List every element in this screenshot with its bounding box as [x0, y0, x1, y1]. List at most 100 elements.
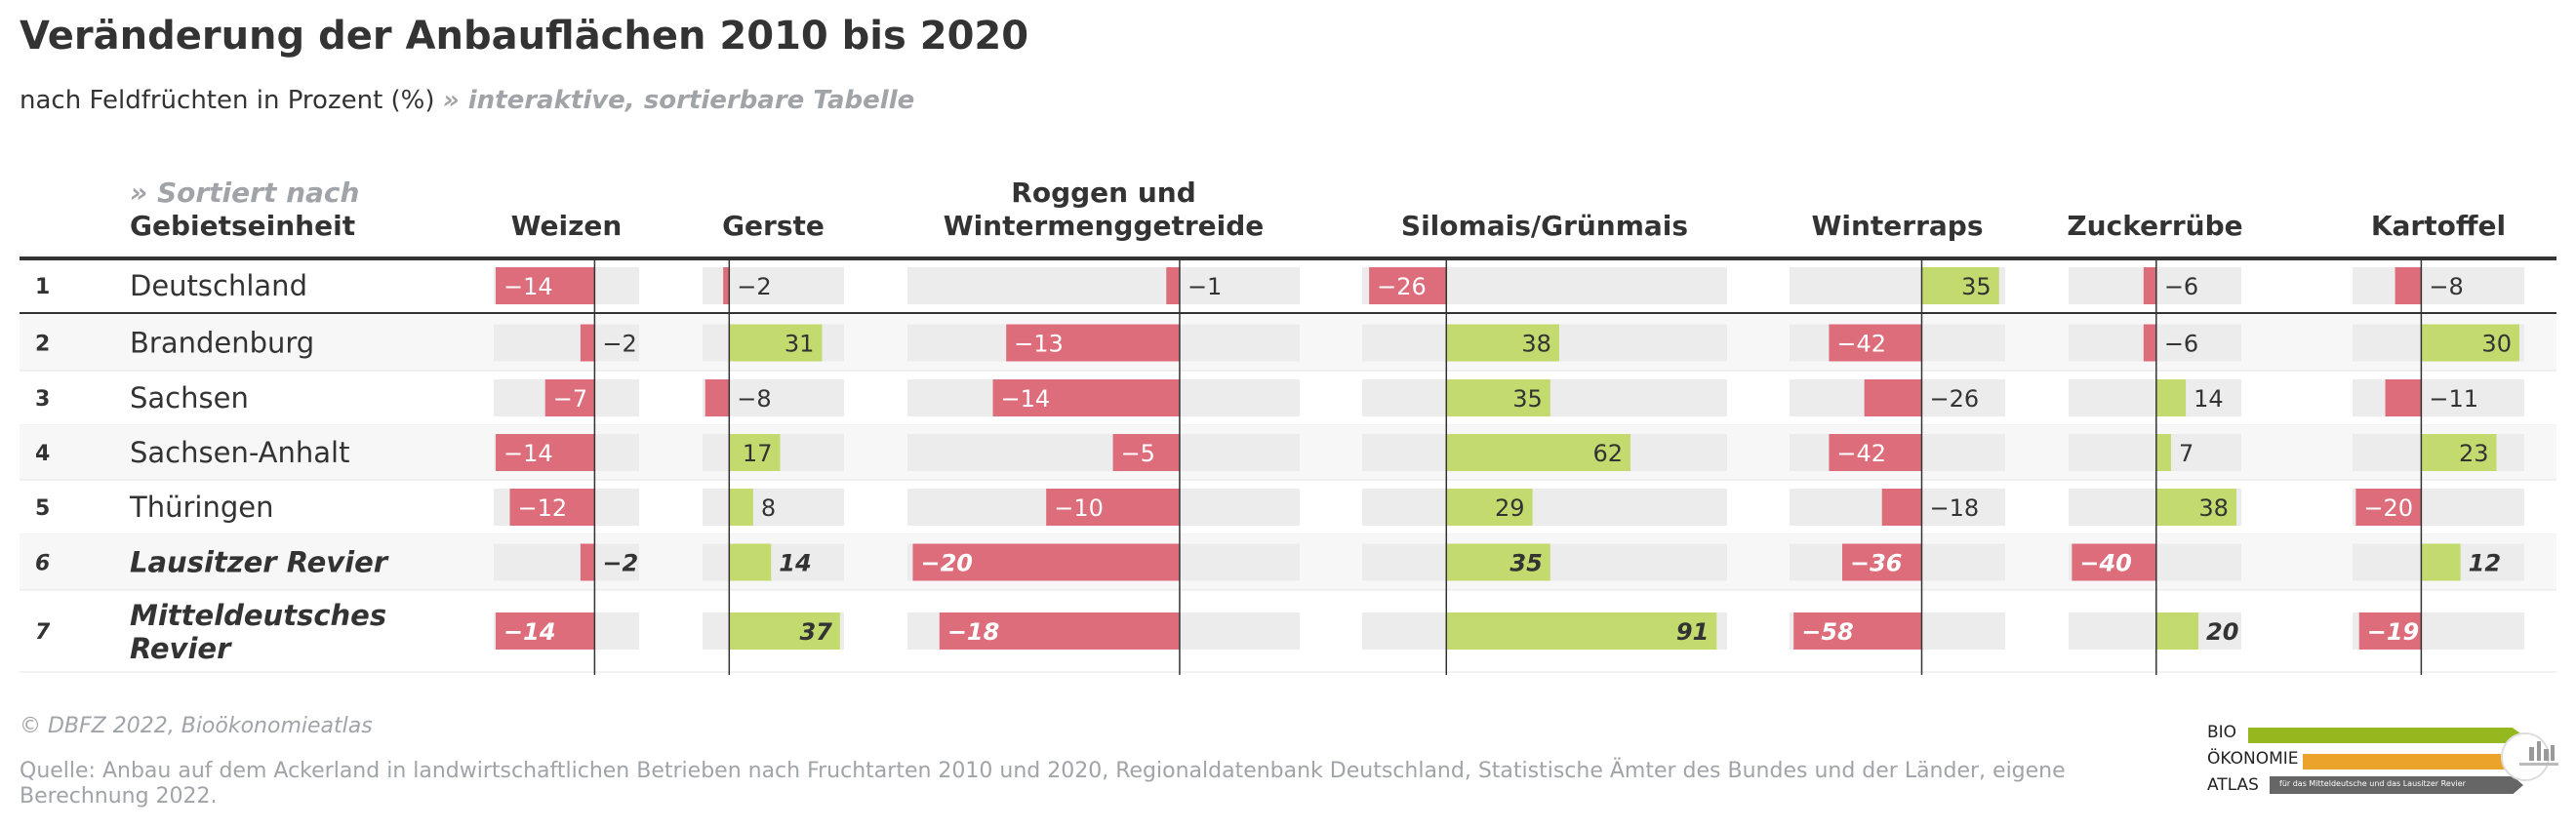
bar-track — [2069, 379, 2241, 416]
data-label: 8 — [761, 494, 776, 522]
row-rank: 4 — [35, 442, 50, 466]
data-label: 31 — [785, 331, 815, 358]
row-region-name: Mitteldeutsches Revier — [130, 599, 386, 665]
data-label: −18 — [1929, 494, 1979, 522]
data-label: 12 — [2469, 550, 2501, 577]
data-label: 38 — [2198, 494, 2229, 522]
data-label: −14 — [503, 618, 556, 646]
data-label: 29 — [1495, 494, 1525, 522]
data-label: −19 — [2367, 618, 2420, 646]
data-label: −11 — [2429, 385, 2478, 413]
data-label: −42 — [1836, 440, 1886, 467]
data-bar — [2421, 324, 2519, 362]
data-bar — [580, 324, 595, 362]
data-label: 30 — [2481, 331, 2512, 358]
data-bar — [1446, 434, 1631, 471]
row-rank: 7 — [35, 620, 51, 645]
row-region-name: Sachsen — [130, 381, 249, 414]
data-bar — [2143, 267, 2156, 304]
data-bar — [1881, 489, 1922, 526]
data-label: 35 — [1512, 385, 1543, 413]
data-bar — [2355, 489, 2422, 526]
row-region-name: Thüringen — [129, 491, 273, 524]
data-label: −40 — [2079, 550, 2132, 577]
data-bar — [2155, 434, 2171, 471]
data-bar — [2421, 434, 2497, 471]
column-header: Zuckerrübe — [2067, 210, 2242, 242]
region-column-header: Gebietseinheit — [130, 210, 355, 242]
data-bar — [496, 434, 595, 471]
logo-landscape-icon — [2501, 732, 2558, 781]
source-note: Quelle: Anbau auf dem Ackerland in landw… — [20, 759, 2066, 809]
logo-tagline: für das Mitteldeutsche und das Lausitzer… — [2279, 779, 2466, 788]
data-bar — [1446, 489, 1533, 526]
subtitle: nach Feldfrüchten in Prozent (%) » inter… — [20, 86, 914, 115]
data-bar — [2421, 543, 2461, 581]
bar-track — [1362, 489, 1727, 526]
data-bar — [912, 543, 1180, 581]
bar-track — [2069, 612, 2241, 650]
data-label: 14 — [2194, 385, 2224, 413]
bar-track — [907, 267, 1300, 304]
row-region-name: Lausitzer Revier — [130, 546, 389, 579]
data-bar — [1006, 324, 1180, 362]
data-bar — [2143, 324, 2156, 362]
data-bar — [2072, 543, 2156, 581]
data-label: −14 — [1001, 385, 1051, 413]
data-bar — [544, 379, 595, 416]
data-label: 38 — [1521, 331, 1551, 358]
data-label: 35 — [1961, 273, 1992, 300]
header-rule — [20, 257, 2556, 260]
logo-orange-bar — [2303, 754, 2523, 770]
data-bar — [1921, 267, 1999, 304]
bioeconomy-atlas-logo: BIO ÖKONOMIE ATLAS für das Mitteldeutsch… — [2207, 724, 2568, 817]
data-bar — [2155, 379, 2187, 416]
row-region-name: Brandenburg — [130, 327, 314, 360]
bar-track — [703, 543, 844, 581]
data-label: 23 — [2459, 440, 2489, 467]
data-bar — [729, 324, 823, 362]
data-label: −58 — [1801, 618, 1854, 646]
data-label: −2 — [602, 550, 638, 577]
data-label: −26 — [1929, 385, 1979, 413]
data-label: 62 — [1592, 440, 1623, 467]
row-rank: 1 — [35, 275, 50, 299]
data-label: −7 — [553, 385, 587, 413]
data-label: −5 — [1121, 440, 1155, 467]
logo-green-bar — [2248, 728, 2523, 743]
bar-track — [907, 434, 1300, 471]
data-bar — [509, 489, 595, 526]
data-label: −26 — [1377, 273, 1427, 300]
bar-track — [703, 489, 844, 526]
data-bar — [1829, 324, 1922, 362]
data-label: −14 — [503, 440, 553, 467]
column-header: Weizen — [511, 210, 623, 242]
data-bar — [1841, 543, 1922, 581]
data-label: −2 — [602, 331, 636, 358]
data-bar — [1369, 267, 1447, 304]
row-rank: 2 — [35, 333, 50, 357]
data-label: −42 — [1836, 331, 1886, 358]
data-bar — [496, 267, 595, 304]
column-header: Silomais/Grünmais — [1401, 210, 1688, 242]
data-bar — [939, 612, 1180, 650]
data-label: −13 — [1014, 331, 1064, 358]
data-bar — [1793, 612, 1922, 650]
bar-track — [494, 324, 639, 362]
data-label: −8 — [2429, 273, 2463, 300]
data-bar — [1446, 612, 1717, 650]
logo-gray-bar: für das Mitteldeutsche und das Lausitzer… — [2270, 776, 2523, 794]
data-bar — [2385, 379, 2422, 416]
interactive-table-link[interactable]: » interaktive, sortierbare Tabelle — [442, 86, 915, 115]
data-label: 35 — [1509, 550, 1542, 577]
subtitle-text: nach Feldfrüchten in Prozent (%) — [20, 86, 435, 115]
data-bar — [2155, 612, 2199, 650]
data-bar — [1446, 543, 1550, 581]
data-label: 37 — [799, 618, 832, 646]
data-label: −2 — [737, 273, 771, 300]
bar-track — [2353, 379, 2524, 416]
data-bar — [723, 267, 730, 304]
data-bar — [496, 612, 595, 650]
data-label: −6 — [2164, 273, 2198, 300]
logo-word-bio: BIO — [2207, 723, 2237, 742]
